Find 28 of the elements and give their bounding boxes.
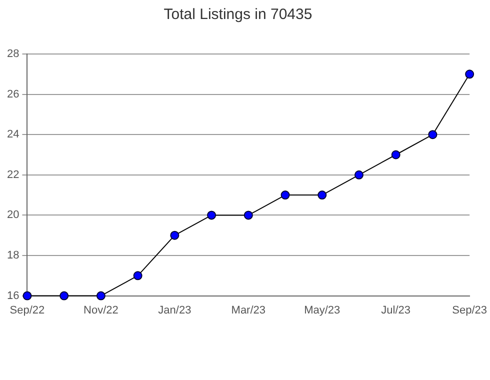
point bbox=[207, 210, 216, 220]
y-tick-label: 22 bbox=[6, 168, 20, 181]
point bbox=[465, 70, 474, 79]
y-tick-label: 28 bbox=[6, 48, 20, 60]
x-tick-label: Nov/22 bbox=[84, 304, 118, 316]
y-tick-label: 26 bbox=[6, 88, 20, 100]
point bbox=[244, 210, 253, 220]
y-tick-label: 16 bbox=[6, 290, 20, 302]
y-tick-label: 20 bbox=[6, 209, 20, 222]
x-tick-label: Jul/23 bbox=[381, 304, 411, 316]
point bbox=[280, 190, 290, 200]
x-tick-label: Jan/23 bbox=[158, 304, 192, 316]
point bbox=[318, 190, 327, 200]
point bbox=[133, 271, 142, 280]
point bbox=[428, 130, 438, 140]
y-tick-label: 24 bbox=[6, 128, 20, 141]
y-tick-label: 18 bbox=[6, 250, 20, 262]
point bbox=[60, 291, 69, 300]
x-tick-label: May/23 bbox=[304, 304, 340, 316]
point bbox=[22, 291, 32, 300]
x-tick-label: Mar/23 bbox=[231, 304, 266, 316]
point bbox=[96, 291, 106, 300]
point bbox=[170, 230, 180, 240]
point bbox=[391, 150, 400, 160]
point bbox=[354, 170, 364, 180]
x-tick-label: Sep/22 bbox=[10, 304, 45, 316]
x-tick-label: Sep/23 bbox=[452, 304, 488, 316]
chart-title: Total Listings in 70435 bbox=[164, 6, 312, 24]
